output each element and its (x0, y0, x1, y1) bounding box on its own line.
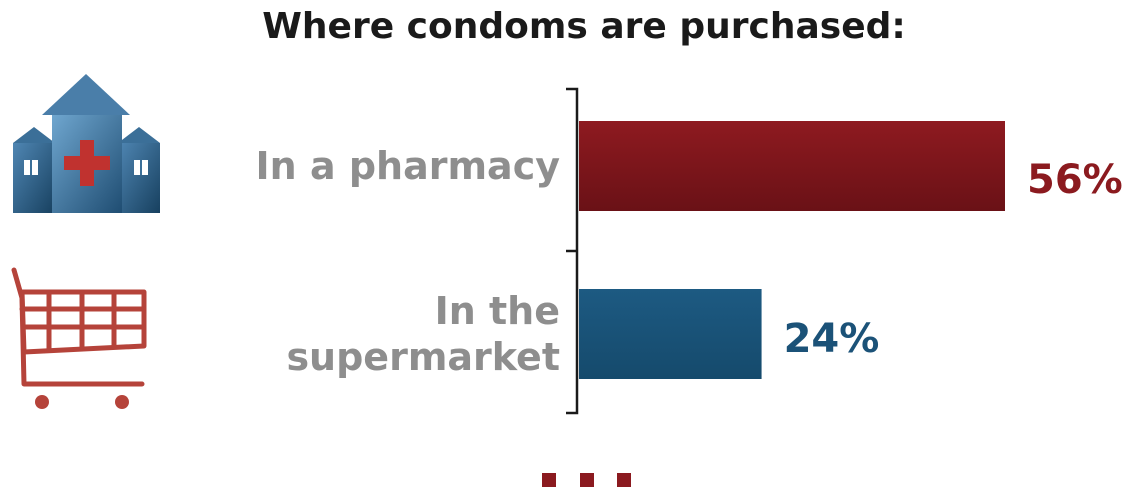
bar-0 (579, 121, 1005, 211)
value-label-1: 24% (784, 316, 880, 362)
more-dots (542, 473, 631, 487)
pharmacy-building-icon (13, 74, 160, 213)
axis-bracket (566, 87, 579, 415)
bar-1 (579, 289, 762, 379)
category-label-line: In the (435, 289, 560, 333)
category-label-1: In the supermarket (286, 289, 560, 379)
category-label-line: supermarket (286, 335, 560, 379)
shopping-cart-icon (11, 267, 147, 409)
chart-title: Where condoms are purchased: (262, 6, 906, 47)
category-label-line: In a pharmacy (256, 144, 561, 188)
value-label-0: 56% (1027, 157, 1123, 203)
category-label-0: In a pharmacy (256, 144, 561, 188)
bars-group: 56% In a pharmacy 24% In the supermarket (256, 121, 1123, 379)
